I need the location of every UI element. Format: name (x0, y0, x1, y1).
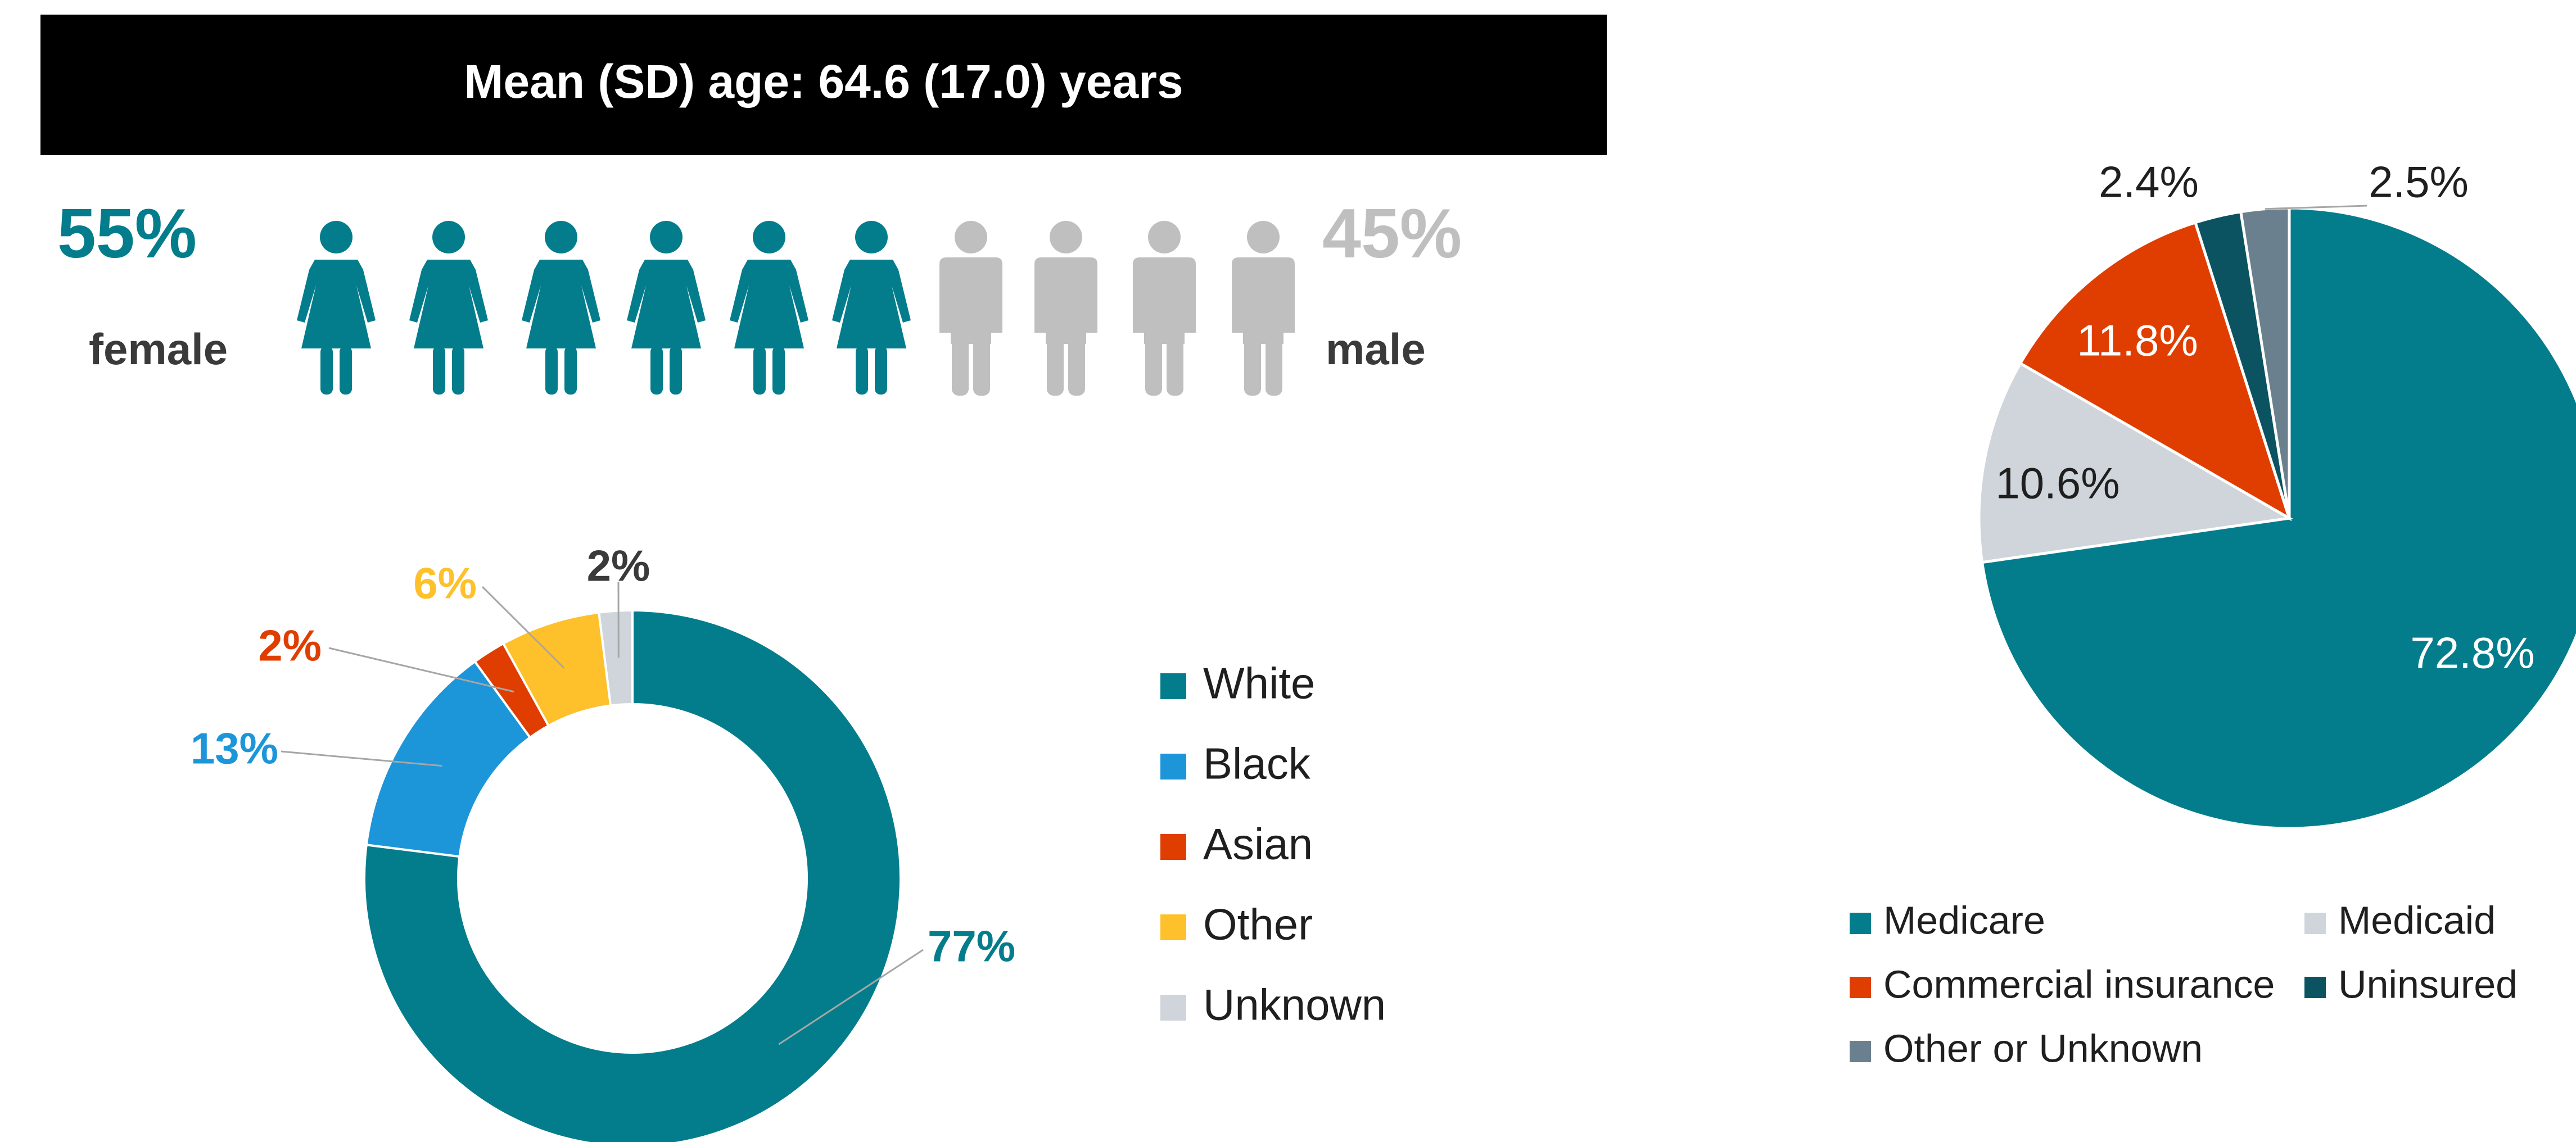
pie-label-medicare: 72.8% (2410, 628, 2534, 678)
legend-swatch-uninsured (2304, 977, 2326, 998)
legend-swatch-medicare (1850, 913, 1871, 934)
legend-label-white: White (1203, 659, 1315, 708)
male-label: male (1326, 324, 1426, 374)
legend-swatch-white (1160, 673, 1186, 699)
legend-label-medicaid: Medicaid (2338, 898, 2496, 942)
pie-slice-commercial-insurance (2018, 220, 2292, 522)
legend-swatch-other-or-unknown (1850, 1041, 1871, 1062)
pie-slice-medicare (1980, 206, 2576, 830)
race-donut-chart: 77% 13% 2% 6% 2% (191, 541, 1015, 1142)
pie-label-uninsured: 2.4% (2099, 157, 2199, 207)
legend-swatch-other (1160, 914, 1186, 940)
man-icon (1133, 221, 1196, 396)
man-icon (939, 221, 1002, 396)
donut-slice-white (363, 609, 902, 1142)
woman-icon (832, 221, 911, 395)
people-icons (297, 221, 1295, 396)
insurance-pie-chart: 72.8% 10.6% 11.8% 2.4% 2.5% (1977, 157, 2576, 830)
donut-label-other: 6% (413, 559, 477, 608)
insurance-legend: Medicare Medicaid Commercial insurance Unin… (1850, 898, 2518, 1070)
leader-line-white (778, 949, 924, 1045)
woman-icon (297, 221, 376, 395)
pie-label-medicaid: 10.6% (1995, 459, 2119, 508)
leader-line-black (281, 750, 442, 767)
donut-label-black: 13% (191, 724, 278, 773)
woman-icon (522, 221, 600, 395)
legend-swatch-asian (1160, 834, 1186, 860)
race-legend: White Black Asian Other Unknown (1160, 659, 1386, 1030)
pie-label-commercial-insurance: 11.8% (2077, 316, 2198, 365)
female-percentage: 55% (57, 195, 197, 273)
legend-label-commercial-insurance: Commercial insurance (1883, 962, 2275, 1006)
legend-label-unknown: Unknown (1203, 980, 1386, 1030)
woman-icon (409, 221, 488, 395)
man-icon (1034, 221, 1097, 396)
legend-label-other: Other (1203, 900, 1313, 949)
pie-slice-medicaid (1977, 361, 2294, 564)
woman-icon (627, 221, 706, 395)
leader-line-asian (328, 647, 514, 693)
legend-label-uninsured: Uninsured (2338, 962, 2518, 1006)
female-label: female (89, 324, 228, 374)
leader-line-other (481, 586, 565, 669)
donut-slice-unknown (597, 609, 634, 707)
man-icon (1232, 221, 1295, 396)
legend-label-black: Black (1203, 739, 1311, 788)
donut-label-white: 77% (928, 922, 1015, 971)
age-banner-text: Mean (SD) age: 64.6 (17.0) years (464, 55, 1183, 108)
legend-label-other-or-unknown: Other or Unknown (1883, 1026, 2203, 1070)
woman-icon (730, 221, 808, 395)
male-percentage: 45% (1322, 195, 1462, 273)
legend-swatch-unknown (1160, 995, 1186, 1021)
age-banner: Mean (SD) age: 64.6 (17.0) years (40, 15, 1607, 155)
legend-swatch-medicaid (2304, 913, 2326, 934)
pie-label-other-or-unknown: 2.5% (2369, 157, 2469, 207)
legend-label-asian: Asian (1203, 819, 1313, 869)
legend-swatch-black (1160, 754, 1186, 780)
sex-breakdown: 55% female 45% male (57, 195, 1462, 396)
legend-label-medicare: Medicare (1883, 898, 2045, 942)
donut-label-asian: 2% (258, 621, 322, 670)
donut-label-unknown: 2% (587, 541, 650, 591)
age-banner-background (40, 15, 1607, 155)
legend-swatch-commercial-insurance (1850, 977, 1871, 998)
leader-line-other-or-unknown (2265, 205, 2367, 210)
